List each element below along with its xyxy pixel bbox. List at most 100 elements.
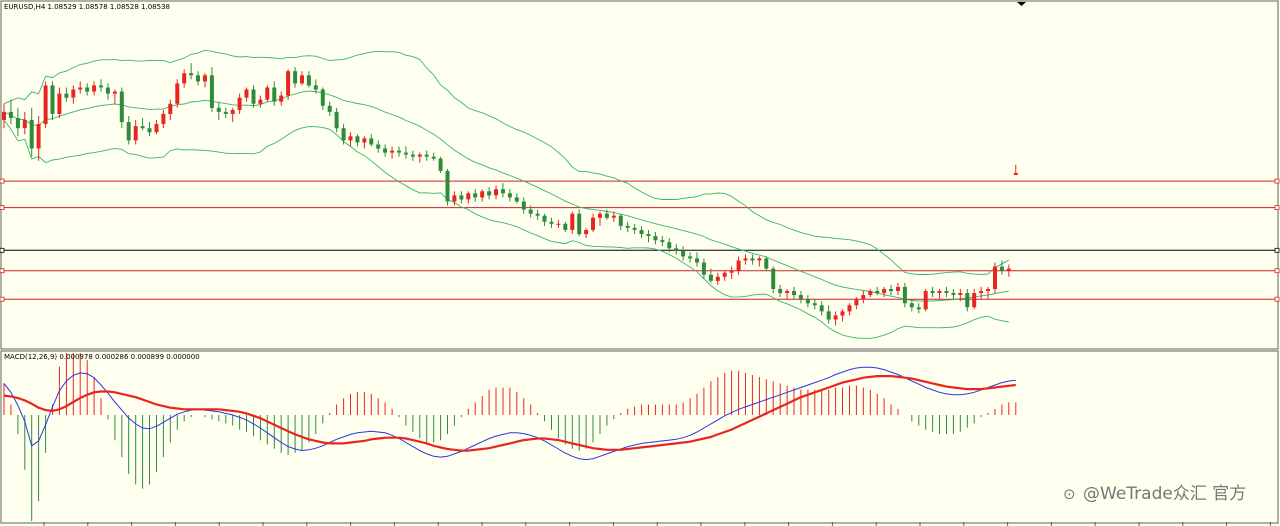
line-handle-right[interactable]	[1274, 296, 1280, 302]
candle	[85, 83, 90, 96]
candle	[653, 232, 658, 245]
candle-body	[341, 128, 346, 141]
line-handle-right[interactable]	[1274, 268, 1280, 274]
candle	[923, 289, 928, 312]
candle	[764, 256, 769, 271]
candle	[154, 120, 159, 135]
candle-body	[674, 248, 679, 251]
candle-body	[944, 291, 949, 293]
candle	[258, 95, 263, 108]
shift-marker-icon[interactable]	[1017, 2, 1026, 6]
candle-body	[570, 213, 575, 230]
line-handle-left[interactable]	[0, 268, 5, 274]
candle	[43, 81, 48, 129]
candle	[140, 118, 145, 131]
macd-panel[interactable]: MACD(12,26,9) 0.000978 0.000286 0.000899…	[0, 350, 1279, 524]
candle-body	[29, 120, 34, 149]
macd-info-text: MACD(12,26,9) 0.000978 0.000286 0.000899…	[4, 353, 200, 361]
candle	[785, 289, 790, 300]
candle	[889, 284, 893, 296]
candle-body	[397, 150, 401, 153]
candle	[196, 71, 200, 86]
candle	[681, 246, 686, 261]
candle-body	[847, 305, 852, 312]
candle-body	[251, 89, 256, 104]
candle	[112, 89, 117, 104]
candle	[265, 85, 270, 102]
candle-body	[722, 272, 727, 277]
candle-body	[417, 154, 422, 157]
candle	[216, 101, 221, 120]
candle-body	[203, 75, 207, 82]
candle	[348, 132, 353, 147]
candle-body	[951, 293, 956, 295]
candle	[237, 93, 242, 114]
line-handle-left[interactable]	[0, 247, 5, 253]
candle-body	[306, 75, 311, 86]
candle	[362, 136, 367, 149]
line-handle-left[interactable]	[0, 205, 5, 211]
candle	[798, 291, 803, 304]
candle-body	[688, 256, 693, 259]
candle-body	[244, 89, 249, 98]
candle	[99, 79, 103, 92]
candle	[930, 286, 935, 298]
line-handle-right[interactable]	[1274, 178, 1280, 184]
candle	[805, 295, 810, 308]
candle-body	[577, 213, 582, 235]
candle-body	[826, 311, 831, 320]
candle-body	[36, 124, 41, 149]
candle-body	[494, 189, 498, 196]
candle-body	[410, 154, 415, 157]
candle-body	[1013, 173, 1018, 175]
watermark: ⊙ @WeTrade众汇 官方	[1063, 484, 1246, 504]
candle	[126, 116, 131, 145]
candle-body	[487, 191, 492, 196]
candle	[293, 67, 298, 88]
line-handle-right[interactable]	[1274, 247, 1280, 253]
candle-body	[480, 191, 485, 198]
candle-body	[937, 291, 942, 293]
candle-body	[1006, 268, 1011, 271]
line-handle-right[interactable]	[1274, 205, 1280, 211]
candle	[736, 256, 741, 275]
candle	[528, 205, 533, 218]
candle-body	[57, 93, 62, 114]
candle	[549, 217, 554, 228]
candle-body	[424, 154, 429, 157]
line-handle-left[interactable]	[0, 178, 5, 184]
candle-body	[923, 291, 928, 310]
candle	[937, 289, 942, 300]
candle-body	[598, 213, 602, 218]
candle	[715, 272, 720, 285]
candle	[632, 223, 637, 234]
candle-body	[452, 195, 457, 202]
candle	[646, 230, 651, 243]
candle	[833, 311, 838, 326]
candle-body	[15, 118, 20, 129]
candle	[909, 299, 914, 312]
candle	[223, 107, 228, 118]
candle	[563, 221, 568, 232]
candle	[480, 189, 485, 202]
candle-body	[209, 75, 214, 108]
candle	[598, 211, 602, 226]
candle-body	[216, 107, 221, 112]
candle-body	[473, 193, 478, 198]
candle	[507, 189, 512, 202]
candle	[570, 211, 575, 234]
candle-body	[507, 193, 512, 198]
candle-body	[771, 268, 776, 289]
candle	[1013, 164, 1018, 175]
price-panel[interactable]: EURUSD,H4 1.08529 1.08578 1.08528 1.0853…	[0, 0, 1280, 350]
candle-body	[286, 71, 291, 96]
candle-body	[272, 87, 277, 102]
candle	[674, 244, 679, 255]
watermark-text: @WeTrade众汇 官方	[1083, 484, 1246, 504]
candle-body	[646, 234, 651, 236]
candle-body	[71, 89, 76, 98]
candle	[36, 116, 41, 161]
line-handle-left[interactable]	[0, 296, 5, 302]
candle	[535, 209, 540, 220]
candle-body	[632, 227, 637, 230]
